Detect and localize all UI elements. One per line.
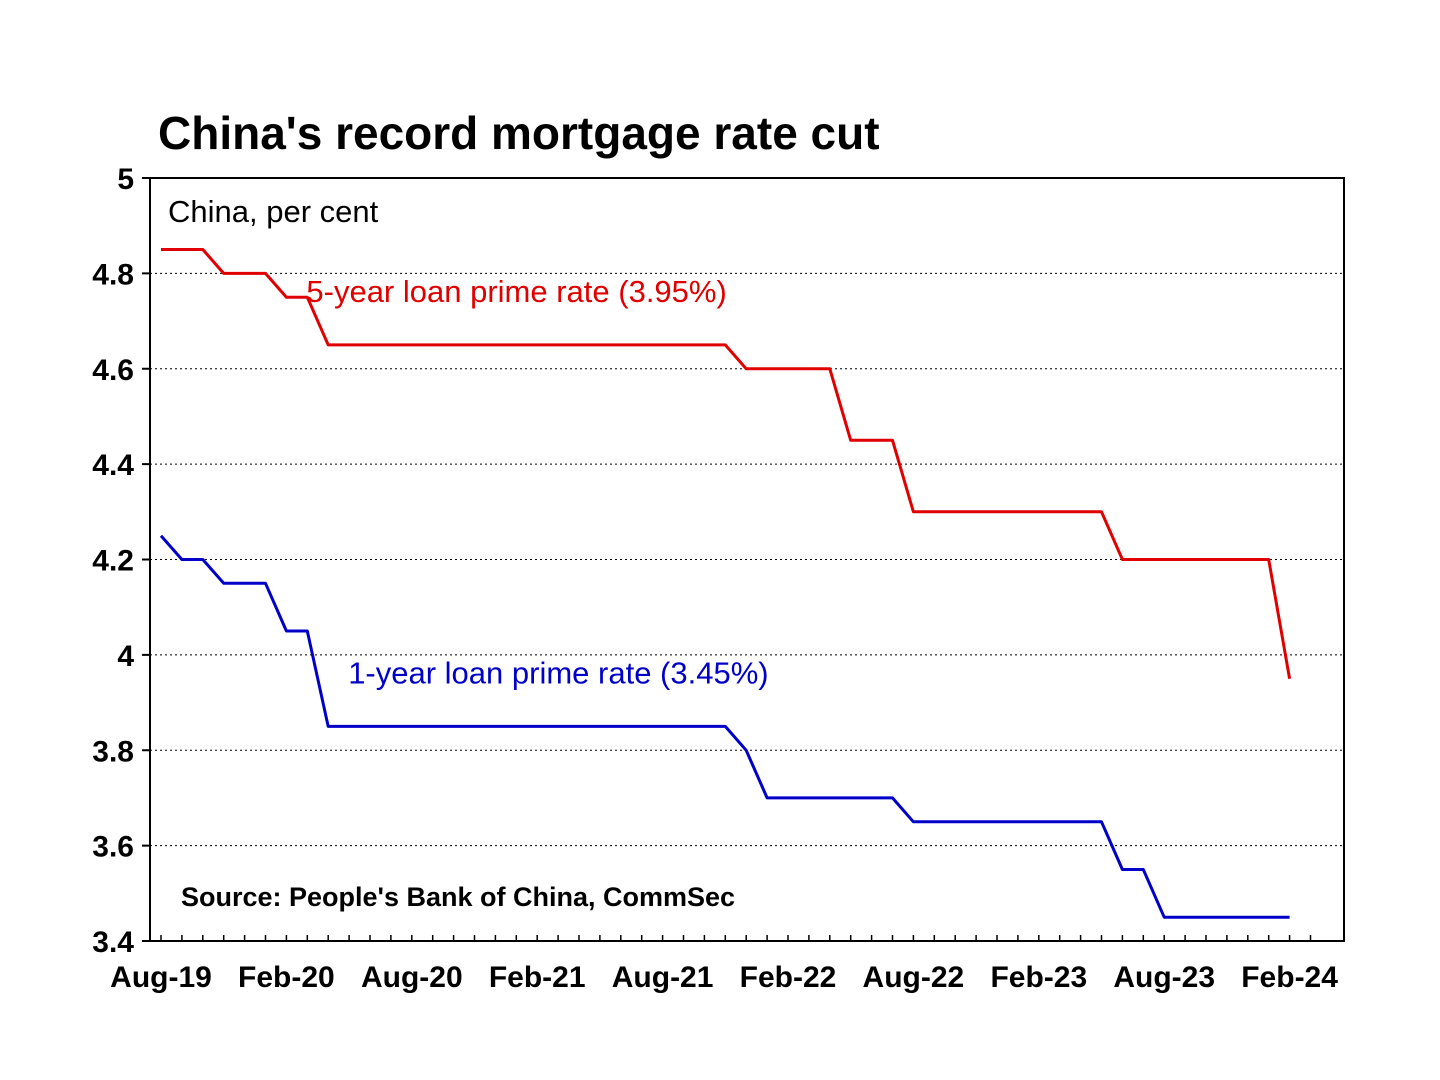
x-tick-label-2: Aug-20: [361, 961, 463, 994]
x-tick-label-3: Feb-21: [489, 961, 586, 994]
series-layer: 5-year loan prime rate (3.95%) 1-year loa…: [159, 248, 1292, 919]
y-tick-label-0: 3.4: [92, 926, 134, 959]
x-tick-label-0: Aug-19: [110, 961, 212, 994]
x-tick-label-8: Aug-23: [1113, 961, 1215, 994]
series-label-0: 5-year loan prime rate (3.95%): [306, 274, 726, 309]
x-tick-label-9: Feb-24: [1241, 961, 1338, 994]
series-line-0: [161, 248, 1292, 679]
chart-subtitle: China, per cent: [168, 194, 379, 229]
y-tick-label-2: 3.8: [92, 735, 134, 768]
x-tick-label-1: Feb-20: [238, 961, 335, 994]
x-tick-label-4: Aug-21: [612, 961, 714, 994]
y-tick-label-8: 5: [117, 163, 134, 196]
chart-title: China's record mortgage rate cut: [158, 107, 880, 159]
y-tick-label-1: 3.6: [92, 831, 134, 864]
series-line-1: [159, 534, 1290, 919]
x-tick-label-7: Feb-23: [990, 961, 1087, 994]
y-tick-label-3: 4: [117, 640, 134, 673]
y-axis: 3.4 3.6 3.8 4 4.2 4.4 4.6 4.8 5: [92, 163, 150, 959]
y-tick-label-4: 4.2: [92, 545, 134, 578]
y-tick-label-5: 4.4: [92, 449, 134, 482]
y-tick-label-7: 4.8: [92, 258, 134, 291]
x-tick-label-6: Aug-22: [863, 961, 965, 994]
series-label-1: 1-year loan prime rate (3.45%): [348, 655, 768, 690]
source-note: Source: People's Bank of China, CommSec: [181, 882, 735, 912]
x-tick-label-5: Feb-22: [740, 961, 837, 994]
y-tick-label-6: 4.6: [92, 354, 134, 387]
x-axis: Aug-19 Feb-20 Aug-20 Feb-21 Aug-21 Feb-22 Aug-…: [110, 935, 1338, 994]
